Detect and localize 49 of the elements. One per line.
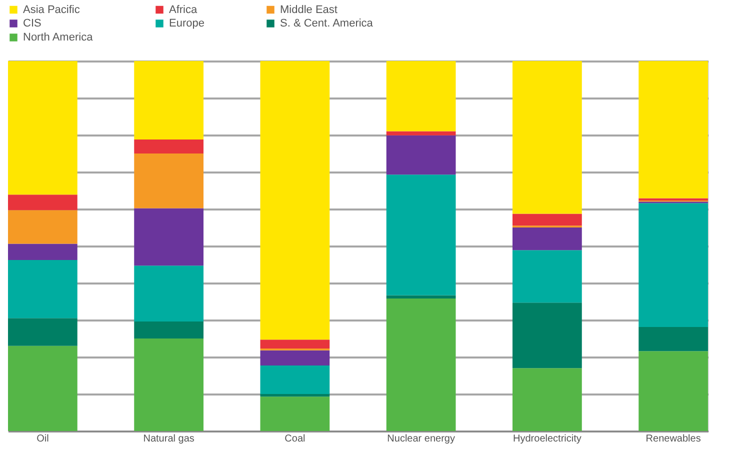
bar xyxy=(512,214,582,226)
bar xyxy=(260,350,330,366)
bar xyxy=(638,61,708,198)
legend-label: CIS xyxy=(23,18,42,30)
bar xyxy=(386,298,456,431)
bar xyxy=(8,260,78,318)
x-tick-label: Hydroelectricity xyxy=(513,434,582,444)
bar xyxy=(512,228,582,250)
bar xyxy=(260,366,330,394)
bar xyxy=(134,154,204,208)
bar xyxy=(386,61,456,132)
bar xyxy=(134,338,204,431)
bar xyxy=(386,131,456,136)
x-tick-label: Renewables xyxy=(646,434,701,444)
bar xyxy=(260,340,330,348)
bar xyxy=(260,394,330,397)
bar xyxy=(134,208,204,266)
legend-label: Europe xyxy=(169,18,204,30)
legend-label: S. & Cent. America xyxy=(280,18,374,30)
bar xyxy=(134,266,204,322)
bar xyxy=(638,203,708,328)
x-tick-label: Nuclear energy xyxy=(387,434,455,444)
bar xyxy=(386,295,456,299)
bar xyxy=(8,61,78,195)
bar xyxy=(512,250,582,303)
x-tick-label: Oil xyxy=(36,434,49,444)
legend-label: Middle East xyxy=(280,4,338,16)
bar xyxy=(8,194,78,210)
bar xyxy=(8,318,78,346)
bar xyxy=(134,321,204,338)
bar xyxy=(638,351,708,431)
bar xyxy=(260,61,330,340)
legend-label: Africa xyxy=(169,4,198,16)
legend-label: Asia Pacific xyxy=(23,4,80,16)
bar xyxy=(386,135,456,175)
x-tick-label: Natural gas xyxy=(143,434,194,444)
bar xyxy=(134,61,204,140)
bar xyxy=(8,210,78,244)
bar xyxy=(8,244,78,260)
bar xyxy=(386,174,456,296)
bar xyxy=(512,302,582,368)
bar xyxy=(512,368,582,431)
bar xyxy=(8,346,78,431)
bar xyxy=(512,61,582,214)
bar xyxy=(260,396,330,431)
bar xyxy=(134,139,204,154)
legend-label: North America xyxy=(23,32,94,44)
bar xyxy=(638,327,708,352)
x-tick-label: Coal xyxy=(284,434,306,444)
